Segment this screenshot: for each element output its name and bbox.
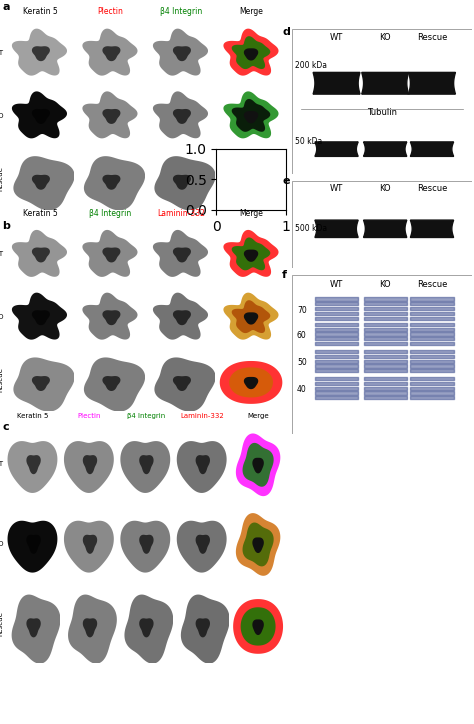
Text: β4 Integrin: β4 Integrin bbox=[160, 7, 202, 16]
Text: Keratin 5: Keratin 5 bbox=[23, 7, 57, 16]
Polygon shape bbox=[313, 72, 360, 94]
Polygon shape bbox=[362, 72, 409, 94]
Text: 200 kDa: 200 kDa bbox=[295, 61, 327, 70]
Text: 60: 60 bbox=[297, 331, 307, 340]
Text: c: c bbox=[2, 423, 9, 432]
Text: KO: KO bbox=[0, 541, 4, 547]
Text: Keratin 5: Keratin 5 bbox=[17, 413, 49, 419]
Text: Rescue: Rescue bbox=[0, 166, 4, 191]
Text: Rescue: Rescue bbox=[0, 367, 4, 392]
Text: Rescue: Rescue bbox=[417, 33, 447, 42]
Text: β4 Integrin: β4 Integrin bbox=[90, 209, 132, 218]
Text: Tubulin: Tubulin bbox=[366, 109, 397, 117]
Text: 50: 50 bbox=[297, 358, 307, 367]
Text: Rescue: Rescue bbox=[417, 184, 447, 193]
Polygon shape bbox=[410, 220, 454, 237]
Text: WT: WT bbox=[0, 50, 4, 56]
Text: WT: WT bbox=[330, 33, 343, 42]
Polygon shape bbox=[410, 142, 454, 156]
Text: Rescue: Rescue bbox=[417, 280, 447, 289]
Text: f: f bbox=[282, 270, 287, 279]
Text: Keratin 5: Keratin 5 bbox=[23, 209, 57, 218]
Text: β4 Integrin: β4 Integrin bbox=[127, 413, 165, 419]
Text: 40: 40 bbox=[297, 385, 307, 395]
Text: Merge: Merge bbox=[239, 209, 264, 218]
Text: d: d bbox=[282, 28, 290, 37]
Text: Merge: Merge bbox=[248, 413, 269, 419]
Text: e: e bbox=[282, 175, 290, 185]
Text: KO: KO bbox=[0, 113, 4, 119]
Text: 70: 70 bbox=[297, 306, 307, 315]
Text: a: a bbox=[2, 1, 10, 12]
Text: WT: WT bbox=[0, 251, 4, 257]
Text: 50 kDa: 50 kDa bbox=[295, 138, 322, 146]
Text: WT: WT bbox=[330, 280, 343, 289]
Text: Plectin: Plectin bbox=[98, 7, 123, 16]
Polygon shape bbox=[315, 142, 358, 156]
Polygon shape bbox=[364, 220, 407, 237]
Text: KO: KO bbox=[379, 33, 391, 42]
Text: b: b bbox=[2, 222, 10, 231]
Text: KO: KO bbox=[379, 280, 391, 289]
Text: Plectin: Plectin bbox=[78, 413, 101, 419]
Text: KO: KO bbox=[0, 314, 4, 320]
Text: 500 kDa: 500 kDa bbox=[295, 224, 327, 233]
Text: Laminin-332: Laminin-332 bbox=[157, 209, 205, 218]
Polygon shape bbox=[364, 142, 407, 156]
Text: WT: WT bbox=[330, 184, 343, 193]
Text: Merge: Merge bbox=[239, 7, 264, 16]
Polygon shape bbox=[315, 220, 358, 237]
Text: Rescue: Rescue bbox=[0, 611, 4, 636]
Text: WT: WT bbox=[0, 461, 4, 467]
Text: KO: KO bbox=[379, 184, 391, 193]
Polygon shape bbox=[409, 72, 456, 94]
Text: Laminin-332: Laminin-332 bbox=[180, 413, 224, 419]
